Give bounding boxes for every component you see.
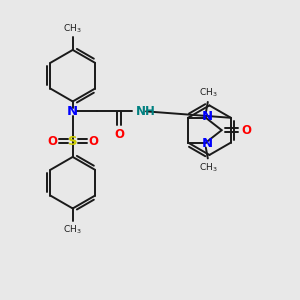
- Text: O: O: [242, 124, 251, 137]
- Text: N: N: [201, 137, 212, 150]
- Text: CH$_3$: CH$_3$: [200, 161, 218, 174]
- Text: CH$_3$: CH$_3$: [63, 223, 82, 236]
- Text: O: O: [114, 128, 124, 141]
- Text: O: O: [47, 135, 57, 148]
- Text: NH: NH: [136, 105, 156, 118]
- Text: S: S: [68, 135, 77, 148]
- Text: CH$_3$: CH$_3$: [200, 86, 218, 99]
- Text: CH$_3$: CH$_3$: [63, 22, 82, 35]
- Text: N: N: [201, 110, 212, 123]
- Text: O: O: [88, 135, 98, 148]
- Text: N: N: [67, 105, 78, 118]
